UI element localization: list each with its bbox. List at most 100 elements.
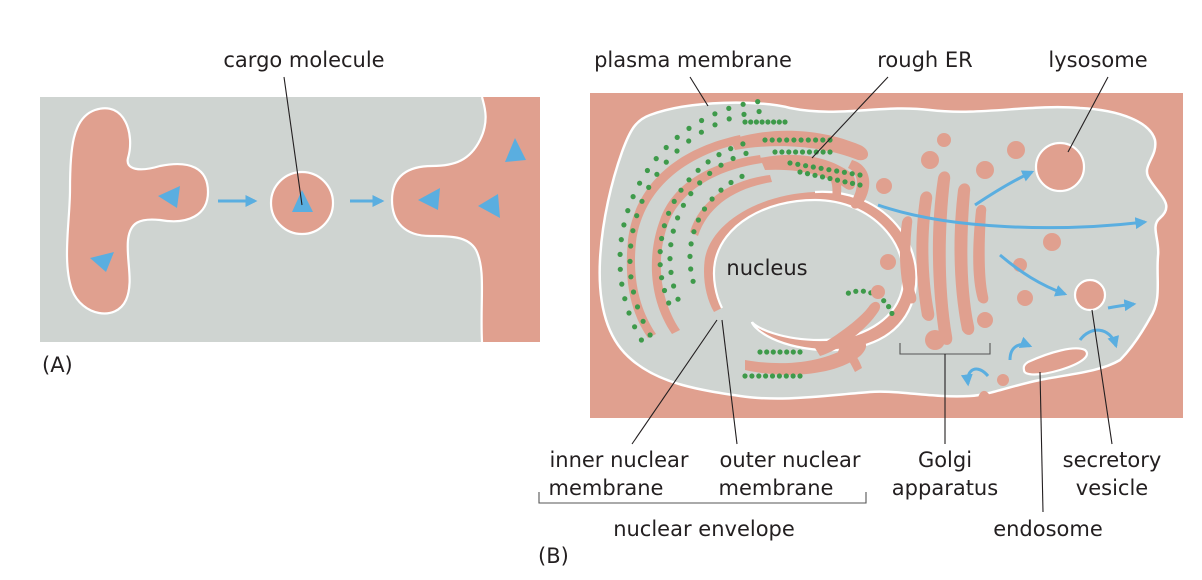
ribosome-dot (686, 138, 692, 144)
ribosome-dot (659, 235, 665, 242)
ribosome-dot (675, 215, 681, 221)
ribosome-dot (718, 162, 724, 168)
transport-arrow (1078, 328, 1119, 349)
outer-nuclear-membrane-label-1: outer nuclear (719, 448, 860, 472)
ribosome-dot (691, 229, 697, 235)
ribosome-dot (622, 296, 628, 302)
secretory-vesicle (1075, 280, 1105, 310)
ribosome-dot (670, 228, 676, 234)
outer-nuclear-membrane-label-2: membrane (719, 476, 834, 500)
ribosome-dot (701, 206, 708, 212)
ribosome-dot (755, 99, 761, 105)
ribosome-dot (638, 337, 645, 343)
ribosome-dot (634, 213, 640, 219)
ribosome-dot (618, 237, 624, 243)
ribosome-dot (619, 281, 625, 287)
cargo-triangle (505, 138, 526, 162)
nucleus-label: nucleus (726, 256, 807, 280)
inner-nuclear-membrane-label-1: inner nuclear (549, 448, 688, 472)
ribosome-dot (644, 167, 651, 174)
ribosome-dot (688, 191, 694, 197)
transport-arrow (1107, 299, 1137, 312)
ribosome-dot (841, 169, 848, 175)
ribosome-dot (881, 298, 887, 304)
ribosome-dot (630, 289, 637, 295)
ribosome-dot (617, 251, 623, 257)
cargo-molecule-label: cargo molecule (223, 48, 384, 72)
ribosome-dot (857, 182, 863, 188)
ribosome-dot (726, 116, 732, 122)
endosome (1023, 348, 1088, 375)
ribosome-dot (786, 149, 792, 155)
ribosome-dot (640, 318, 646, 324)
ribosome-dot (628, 274, 634, 280)
ribosome-dot (674, 134, 680, 140)
ribosome-dot (668, 269, 674, 275)
ribosome-dot (647, 332, 653, 338)
ribosome-dot (627, 258, 633, 264)
ribosome-dot (770, 349, 776, 355)
ribosome-dot (776, 373, 783, 379)
ribosome-dot (813, 137, 819, 143)
transport-arrow (999, 253, 1068, 297)
ribosome-dot (810, 164, 816, 170)
ribosome-dot (784, 349, 790, 355)
ribosome-dot (657, 262, 663, 268)
ribosome-dot (739, 173, 745, 179)
cargo-triangle (90, 252, 114, 272)
ribosome-dot (690, 278, 696, 284)
ribosome-dot (680, 202, 687, 208)
ribosome-dot (756, 108, 762, 115)
ribosome-dot (797, 169, 803, 175)
ribosome-dot (849, 171, 855, 177)
ribosome-dot (686, 125, 692, 131)
ribosome-dot (769, 373, 776, 379)
ribosome-dot (617, 266, 623, 272)
ribosome-dot (857, 172, 863, 178)
ribosome-dot (718, 187, 724, 193)
cargo-triangle (478, 194, 500, 218)
ribosome-dot (759, 119, 765, 125)
panel-a: cargo molecule (A) (40, 48, 540, 377)
ribosome-dot (675, 296, 681, 302)
cargo-triangle (158, 186, 180, 208)
plasma-membrane-label: plasma membrane (594, 48, 792, 72)
er-cisterna (745, 340, 867, 375)
ribosome-dot (726, 105, 732, 111)
lysosome (1036, 143, 1084, 191)
ribosome-dot (712, 111, 718, 117)
transport-arrow (1008, 336, 1033, 361)
ribosome-dot (728, 179, 734, 186)
ribosome-dot (653, 156, 659, 162)
ribosome-dot (671, 198, 677, 204)
er-cisterna (626, 135, 742, 338)
panel-a-label: (A) (42, 353, 73, 377)
ribosome-dot (889, 310, 895, 316)
er-cisterna (651, 155, 762, 334)
ribosome-dot (686, 177, 692, 183)
er-cisterna (838, 346, 862, 372)
transport-arrow (877, 203, 1148, 230)
ribosome-dot (659, 275, 665, 281)
rough-er-label: rough ER (877, 48, 973, 72)
ribosome-dot (818, 165, 824, 171)
ribosome-dot (646, 184, 652, 190)
ribosome-dot (757, 349, 763, 355)
ribosome-dot (699, 117, 705, 124)
ribosome-dot (667, 256, 673, 262)
ribosome-dot (827, 137, 833, 143)
panel-b: plasma membrane rough ER lysosome nucleu… (538, 48, 1183, 568)
ribosome-dot (795, 161, 801, 167)
ribosome-dot (771, 119, 777, 125)
ribosome-dot (740, 141, 746, 147)
ribosome-dot (834, 168, 840, 174)
ribosome-dot (626, 310, 632, 316)
ribosome-dot (849, 180, 856, 186)
ribosome-dot (741, 111, 747, 117)
lysosome-label: lysosome (1048, 48, 1147, 72)
ribosome-dot (628, 243, 634, 249)
ribosome-dot (853, 288, 859, 294)
ribosome-dot (688, 266, 694, 272)
ribosome-dot (709, 196, 715, 202)
ribosome-dot (827, 175, 833, 182)
